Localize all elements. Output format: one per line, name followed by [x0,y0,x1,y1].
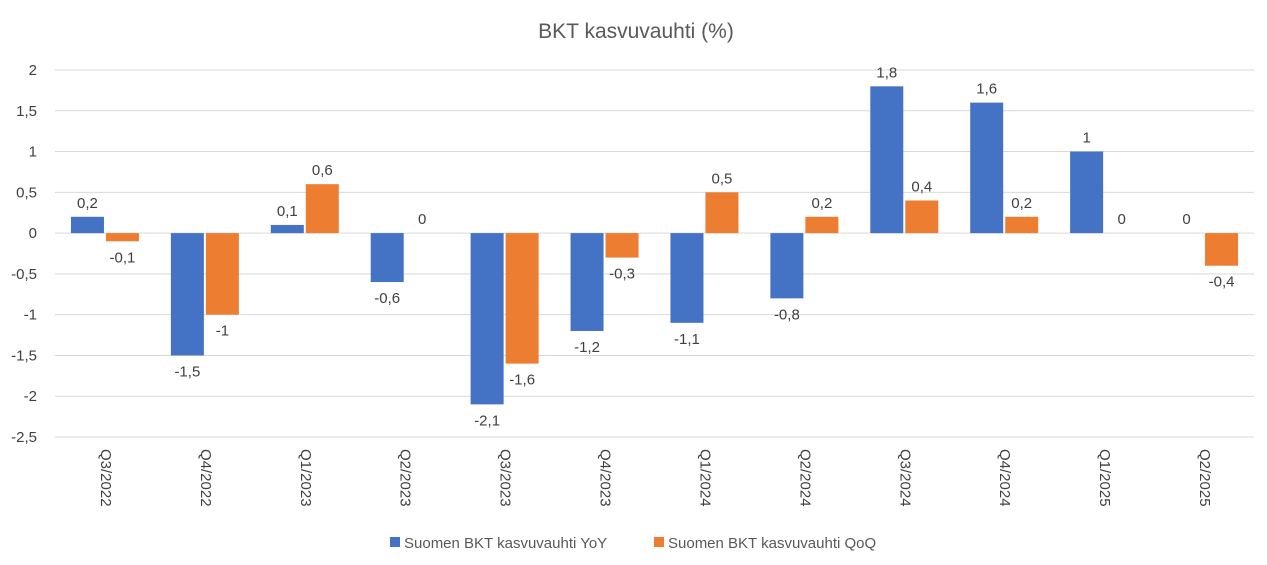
x-tick-label: Q3/2022 [97,449,114,507]
data-label-qoq: -1,6 [509,372,535,389]
bar-yoy [170,233,204,356]
x-tick-label: Q4/2023 [597,449,614,507]
bar-qoq [1005,216,1039,234]
legend-swatch-yoy [390,537,400,547]
data-label-yoy: 0,1 [277,203,298,220]
bar-yoy [770,233,804,299]
x-tick-label: Q3/2024 [896,449,913,507]
data-label-qoq: 0,5 [712,170,733,187]
x-axis-ticks: Q3/2022 Q4/2022 Q1/2023 Q2/2023 Q3/2023 Q4/20… [97,449,1213,507]
legend-label-qoq: Suomen BKT kasvuvauhti QoQ [668,535,876,552]
bars [70,86,1239,405]
data-label-yoy: 1 [1082,130,1090,147]
bar-qoq [605,233,639,258]
bar-yoy [570,233,604,331]
bar-yoy [70,216,104,234]
data-label-qoq: -0,1 [110,249,136,266]
y-tick-label: -0,5 [11,266,37,283]
x-tick-label: Q2/2023 [397,449,414,507]
bar-yoy [670,233,704,323]
legend-label-yoy: Suomen BKT kasvuvauhti YoY [404,535,607,552]
gridlines [55,69,1254,438]
chart-title: BKT kasvuvauhti (%) [538,20,734,43]
x-tick-label: Q2/2025 [1196,449,1213,507]
bar-yoy [1070,151,1104,234]
legend-swatch-qoq [654,537,664,547]
data-label-yoy: -1,5 [174,363,200,380]
y-tick-label: 1,5 [16,103,37,120]
x-tick-label: Q4/2024 [996,449,1013,507]
x-tick-label: Q1/2024 [696,449,713,507]
y-tick-label: 0 [29,225,37,242]
bar-yoy [870,86,904,234]
x-tick-label: Q3/2023 [497,449,514,507]
data-label-qoq: 0,6 [312,162,333,179]
bar-qoq [705,192,739,234]
bar-qoq [1205,233,1239,266]
data-label-qoq: 0,2 [811,195,832,212]
data-label-qoq: -1 [216,323,229,340]
data-label-qoq: -0,4 [1209,274,1235,291]
data-label-yoy: -0,6 [374,290,400,307]
y-tick-label: -1 [24,307,37,324]
data-label-qoq: -0,3 [609,266,635,283]
y-tick-label: -2,5 [11,429,37,446]
x-tick-label: Q1/2023 [297,449,314,507]
bar-qoq [305,184,339,234]
bar-qoq [505,233,539,364]
y-tick-label: 0,5 [16,184,37,201]
data-label-qoq: 0 [1117,211,1125,228]
y-tick-label: -1,5 [11,347,37,364]
y-tick-label: -2 [24,388,37,405]
x-tick-label: Q1/2025 [1096,449,1113,507]
data-label-yoy: -0,8 [774,306,800,323]
bar-qoq [805,216,839,234]
data-label-yoy: -1,1 [674,331,700,348]
legend: Suomen BKT kasvuvauhti YoY Suomen BKT ka… [390,535,876,552]
x-tick-label: Q2/2024 [796,449,813,507]
y-axis-ticks: 2 1,5 1 0,5 0 -0,5 -1 -1,5 -2 -2,5 [11,62,37,446]
y-tick-label: 1 [29,144,37,161]
data-label-yoy: -1,2 [574,339,600,356]
data-label-qoq: 0,2 [1011,195,1032,212]
data-label-yoy: 1,6 [976,81,997,98]
data-label-yoy: -2,1 [474,412,500,429]
bar-qoq [205,233,239,315]
data-label-qoq: 0 [418,211,426,228]
x-tick-label: Q4/2022 [197,449,214,507]
bar-qoq [905,200,939,234]
data-label-yoy: 0,2 [77,195,98,212]
bar-qoq [105,233,139,242]
y-tick-label: 2 [29,62,37,79]
bar-yoy [970,102,1004,234]
data-label-qoq: 0,4 [911,178,932,195]
data-label-yoy: 0 [1182,211,1190,228]
data-labels: 0,2 -1,5 0,1 -0,6 -2,1 -1,2 -1,1 -0,8 1,8 1,6 1 0 -0… [77,64,1234,429]
data-label-yoy: 1,8 [876,64,897,81]
bar-yoy [470,233,504,405]
bar-yoy [370,233,404,283]
bar-yoy [270,224,304,234]
